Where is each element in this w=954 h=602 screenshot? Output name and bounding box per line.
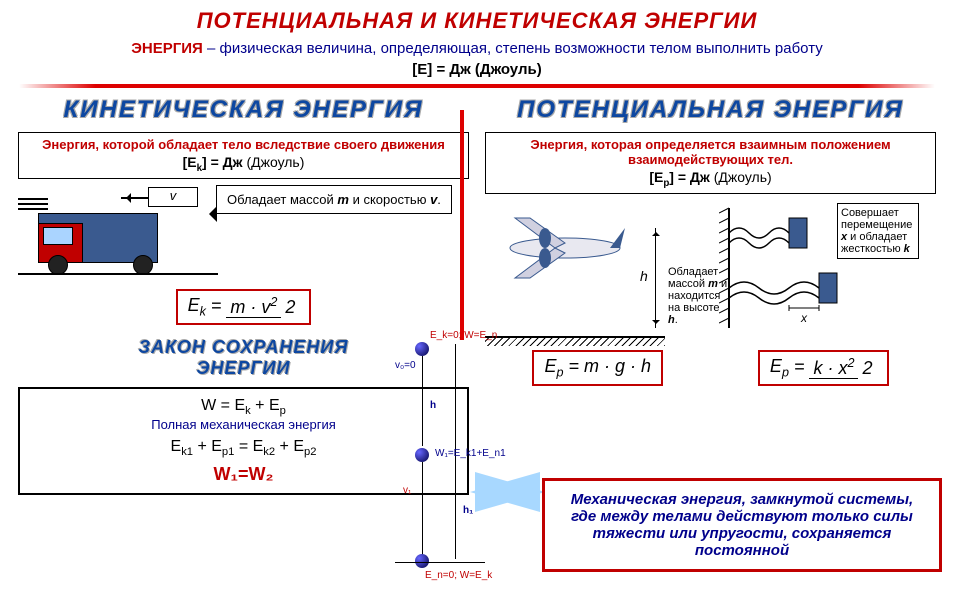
potential-formula-spring: Ep = k · x22 xyxy=(758,350,889,386)
kinetic-definition-box: Энергия, которой обладает тело вследстви… xyxy=(18,132,469,179)
spring-illustration: x Совершает перемещение x и обладает жес… xyxy=(719,198,919,338)
kinetic-formula: Ek = m · v22 xyxy=(176,289,312,325)
divider-horizontal xyxy=(0,84,954,88)
falling-ball-diagram: E_k=0; W=E_n v₀=0 h W₁=E_k1+E_n1 v₁ h₁ E… xyxy=(395,330,525,590)
svg-text:x: x xyxy=(800,311,808,325)
main-title: ПОТЕНЦИАЛЬНАЯ И КИНЕТИЧЕСКАЯ ЭНЕРГИИ xyxy=(0,0,954,38)
divider-vertical xyxy=(460,110,464,340)
potential-title: ПОТЕНЦИАЛЬНАЯ ЭНЕРГИЯ xyxy=(485,92,936,128)
potential-formula-gravity: Ep = m · g · h xyxy=(532,350,663,386)
airplane-icon xyxy=(485,198,645,298)
mechanical-energy-statement: Механическая энергия, замкнутой системы,… xyxy=(542,478,942,572)
spring-description: Совершает перемещение x и обладает жестк… xyxy=(837,203,919,259)
truck-illustration: v xyxy=(18,185,208,275)
height-label: h xyxy=(640,268,648,284)
kinetic-description: Обладает массой m и скоростью v. xyxy=(216,185,452,214)
potential-definition-box: Энергия, которая определяется взаимным п… xyxy=(485,132,936,194)
energy-definition: ЭНЕРГИЯ – физическая величина, определяю… xyxy=(0,38,954,59)
plane-illustration: h Обладает массой m и находится на высот… xyxy=(485,198,715,338)
potential-column: ПОТЕНЦИАЛЬНАЯ ЭНЕРГИЯ Энергия, которая о… xyxy=(477,92,944,499)
beam-right xyxy=(475,472,545,512)
velocity-label: v xyxy=(148,187,198,207)
kinetic-title: КИНЕТИЧЕСКАЯ ЭНЕРГИЯ xyxy=(18,92,469,128)
main-unit: [E] = Дж (Джоуль) xyxy=(0,59,954,80)
